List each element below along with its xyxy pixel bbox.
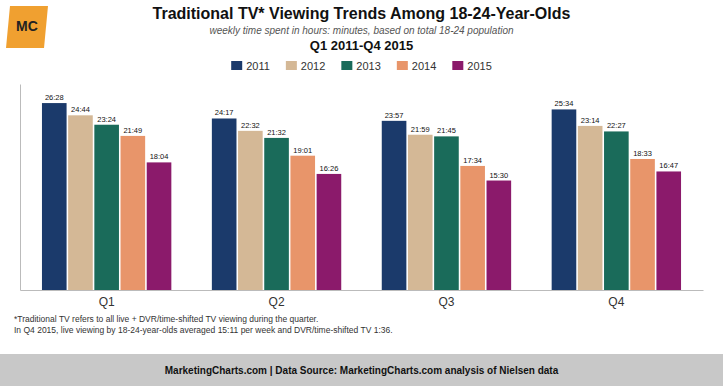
legend-item: 2013 xyxy=(341,60,380,72)
x-tick: Q3 xyxy=(438,290,454,309)
subtitle: weekly time spent in hours: minutes, bas… xyxy=(209,25,514,36)
data-label: 23:57 xyxy=(385,111,404,120)
legend-swatch xyxy=(341,61,352,70)
footnote-line: In Q4 2015, live viewing by 18-24-year-o… xyxy=(14,325,393,335)
legend-swatch xyxy=(452,61,463,70)
x-tick-label: Q3 xyxy=(438,295,454,309)
x-tick: Q1 xyxy=(99,290,115,309)
bars xyxy=(42,103,681,290)
data-label: 22:27 xyxy=(607,121,626,130)
data-label: 26:28 xyxy=(45,93,64,102)
x-tick-label: Q4 xyxy=(608,295,624,309)
bar xyxy=(604,131,629,290)
bar xyxy=(42,103,67,290)
bar xyxy=(68,115,93,290)
legend-swatch xyxy=(286,61,297,70)
bar xyxy=(408,135,433,290)
legend-label: 2014 xyxy=(412,60,436,72)
legend-item: 2014 xyxy=(397,60,436,72)
data-label: 24:44 xyxy=(71,105,90,114)
plot: 26:28 24:17 23:57 25:34 24:44 22:32 21:59 23:14… xyxy=(21,85,704,309)
legend-swatch xyxy=(231,61,242,70)
y-axis xyxy=(20,85,21,291)
logo: MC xyxy=(6,6,48,48)
chart: MC Traditional TV* Viewing Trends Among 1… xyxy=(0,0,723,386)
legend-label: 2011 xyxy=(246,60,270,72)
data-label: 15:30 xyxy=(489,171,508,180)
legend-item: 2011 xyxy=(231,60,270,72)
x-tick-label: Q2 xyxy=(269,295,285,309)
data-label: 17:34 xyxy=(463,156,482,165)
x-tick: Q2 xyxy=(269,290,285,309)
legend-item: 2015 xyxy=(452,60,491,72)
data-label: 21:59 xyxy=(411,125,430,134)
logo-shape xyxy=(6,6,48,48)
x-tick-label: Q1 xyxy=(99,295,115,309)
bar xyxy=(147,162,172,290)
footnote: *Traditional TV refers to all live + DVR… xyxy=(14,314,393,335)
bar xyxy=(264,138,289,290)
bar xyxy=(382,121,407,290)
data-label: 23:24 xyxy=(97,115,116,124)
bar xyxy=(121,136,146,290)
subtitle: Q1 2011-Q4 2015 xyxy=(310,38,413,53)
data-label: 16:47 xyxy=(659,161,678,170)
data-label: 24:17 xyxy=(215,108,234,117)
bar xyxy=(578,126,603,290)
bar xyxy=(487,181,512,290)
x-tick: Q4 xyxy=(608,290,624,309)
bar xyxy=(630,159,655,290)
footer-band xyxy=(0,354,723,386)
bar xyxy=(434,136,459,290)
bar xyxy=(656,171,681,290)
data-label: 23:14 xyxy=(581,116,600,125)
data-labels: 26:28 24:17 23:57 25:34 24:44 22:32 21:59 23:14… xyxy=(45,93,678,179)
credit: MarketingCharts.com | Data Source: Marke… xyxy=(165,365,559,376)
data-label: 21:49 xyxy=(123,126,142,135)
legend-swatch xyxy=(397,61,408,70)
bar xyxy=(238,131,263,290)
data-label: 18:33 xyxy=(633,149,652,158)
title: Traditional TV* Viewing Trends Among 18-… xyxy=(153,5,571,22)
y-axis-line xyxy=(20,85,21,291)
bar xyxy=(317,174,342,290)
legend: 2011 2012 2013 2014 2015 xyxy=(231,60,492,72)
bar xyxy=(460,166,485,290)
data-label: 22:32 xyxy=(241,121,260,130)
data-label: 25:34 xyxy=(555,99,574,108)
footnote-line: *Traditional TV refers to all live + DVR… xyxy=(14,314,318,324)
bar xyxy=(212,118,237,290)
logo-text: MC xyxy=(16,18,38,34)
legend-item: 2012 xyxy=(286,60,325,72)
legend-label: 2012 xyxy=(301,60,325,72)
legend-label: 2015 xyxy=(467,60,491,72)
x-axis: Q1 Q2 Q3 Q4 xyxy=(21,290,704,309)
bar xyxy=(290,156,315,290)
data-label: 16:26 xyxy=(320,164,339,173)
data-label: 21:32 xyxy=(267,128,286,137)
x-axis-line xyxy=(21,290,704,291)
legend-label: 2013 xyxy=(356,60,380,72)
data-label: 21:45 xyxy=(437,126,456,135)
bar xyxy=(552,109,577,290)
data-label: 19:01 xyxy=(293,146,312,155)
data-label: 18:04 xyxy=(150,152,169,161)
bar xyxy=(94,125,119,290)
